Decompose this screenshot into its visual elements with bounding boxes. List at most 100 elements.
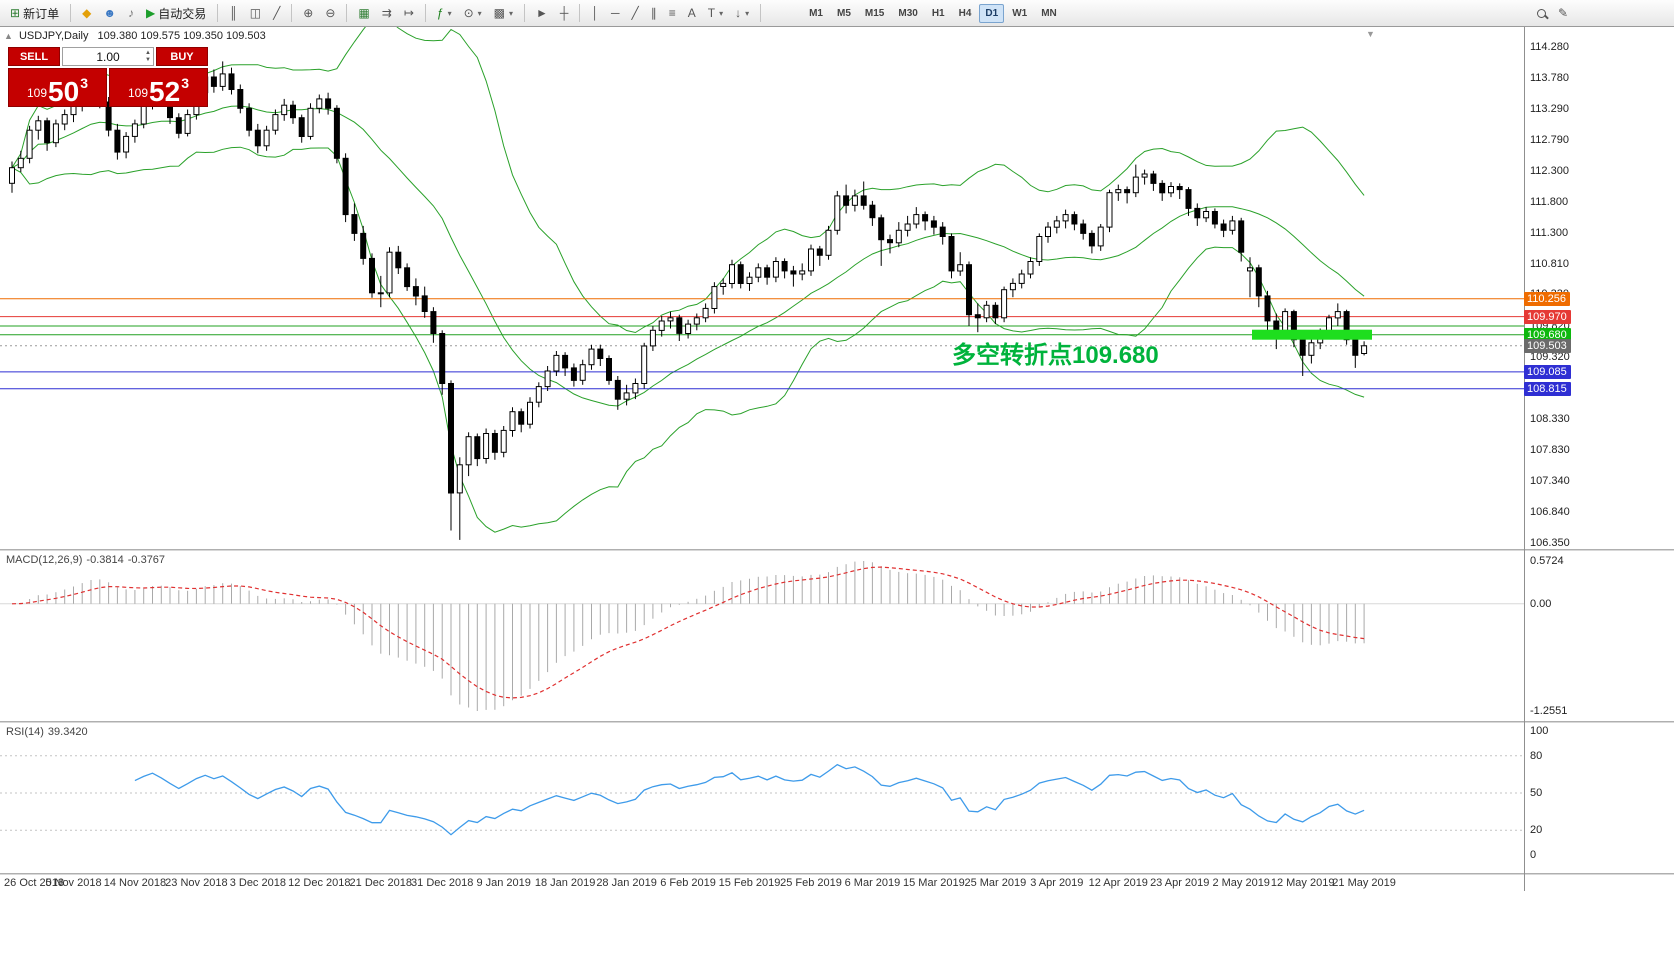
new-order-button[interactable]: ⊞ 新订单 [5, 3, 64, 24]
auto-scroll-icon[interactable]: ⇉ [377, 3, 397, 24]
toolbar: ⊞ 新订单 ◆ ☻ ♪ ▶ 自动交易 ║ ◫ ╱ ⊕ ⊖ ▦ ⇉ ↦ ƒ ▾ ⊙ ▾ ▩ ▾ ► ┼ │ ─ ╱ ∥ ≡ A T ▾ ↓ ▾ M1… [0, 0, 1674, 27]
volume-spinner[interactable]: ▲ ▼ [145, 50, 151, 64]
rsi-levels [0, 755, 1524, 831]
macd-axis-min: -1.2551 [1530, 705, 1568, 717]
buy-price-button[interactable]: 109 52 3 [109, 68, 208, 107]
timeframe-button-W1[interactable]: W1 [1012, 7, 1028, 19]
toolbar-separator [579, 4, 581, 22]
panel-splitter[interactable] [0, 873, 1674, 875]
vertical-line-icon[interactable]: │ [586, 3, 604, 24]
dropdown-arrow-icon: ▾ [477, 8, 482, 18]
search-icon-glyph [1536, 8, 1546, 18]
time-axis-label: 25 Mar 2019 [964, 877, 1027, 889]
horizontal-line-icon-glyph: ─ [610, 6, 620, 20]
volume-value: 1.00 [96, 49, 120, 64]
toolbar-separator [524, 4, 526, 22]
timeframe-button-M1[interactable]: M1 [809, 7, 823, 19]
time-axis-label: 6 Mar 2019 [844, 877, 901, 889]
rsi-indicator-chart[interactable] [0, 723, 1524, 873]
autotrading-button[interactable]: ▶ 自动交易 [141, 3, 211, 24]
line-chart-icon-glyph: ╱ [273, 6, 281, 20]
auto-scroll-icon-glyph: ⇉ [381, 6, 392, 20]
channel-icon[interactable]: ∥ [646, 3, 662, 24]
price-axis-label: 110.810 [1530, 258, 1569, 271]
sound-icon[interactable]: ♪ [123, 3, 139, 24]
time-axis-label: 25 Feb 2019 [780, 877, 842, 889]
zoom-out-icon[interactable]: ⊖ [320, 3, 340, 24]
crosshair-icon[interactable]: ┼ [555, 3, 574, 24]
panel-splitter[interactable] [0, 549, 1674, 551]
toolbar-separator [291, 4, 293, 22]
price-axis-border [1524, 27, 1525, 891]
timeframe-button-D1[interactable]: D1 [979, 3, 1005, 23]
trendline-icon-glyph: ╱ [631, 6, 639, 20]
spinner-up-icon[interactable]: ▲ [145, 50, 151, 56]
timeframe-toolbar: M1 M5 M15 M30 H1 H4 D1 W1 MN [802, 3, 1064, 23]
price-axis-label: 106.840 [1530, 506, 1570, 519]
key-level-highlight[interactable] [1252, 329, 1372, 340]
channel-icon-glyph: ∥ [650, 6, 657, 20]
timeframe-button-M5[interactable]: M5 [837, 7, 851, 19]
panel-splitter[interactable] [0, 721, 1674, 723]
time-axis-label: 21 Dec 2018 [349, 877, 412, 889]
arrows-icon[interactable]: ↓ ▾ [730, 3, 754, 24]
bid-big-digits: 50 [48, 75, 80, 107]
timeframe-button-M15[interactable]: M15 [864, 7, 885, 19]
price-axis-label: 107.340 [1530, 475, 1570, 488]
templates-icon[interactable]: ▩ ▾ [489, 3, 518, 24]
text-icon[interactable]: A [683, 3, 701, 24]
time-axis-label: 14 Nov 2018 [103, 877, 167, 889]
macd-signal-line [11, 566, 1365, 699]
timeframe-button-M30[interactable]: M30 [898, 7, 918, 19]
text-label-icon[interactable]: T ▾ [703, 3, 728, 24]
rsi-panel: RSI(14) 39.3420 [0, 723, 1524, 873]
periods-icon[interactable]: ⊙ ▾ [459, 3, 487, 24]
zoom-in-icon[interactable]: ⊕ [298, 3, 318, 24]
level-lines[interactable] [0, 298, 1524, 390]
compose-icon-glyph: ✎ [1557, 6, 1568, 20]
rsi-value: 39.3420 [47, 726, 88, 738]
crosshair-icon-glyph: ┼ [559, 6, 569, 20]
search-icon[interactable] [1532, 3, 1551, 24]
buy-button[interactable]: BUY [156, 47, 208, 66]
volume-input[interactable]: 1.00 ▲ ▼ [62, 47, 154, 66]
metaeditor-icon[interactable]: ◆ [77, 3, 96, 24]
community-icon[interactable]: ☻ [98, 3, 121, 24]
rsi-axis-label: 100 [1530, 725, 1549, 737]
collapse-panel-icon[interactable]: ▲ [4, 31, 13, 41]
indicators-icon[interactable]: ƒ ▾ [432, 3, 457, 24]
price-axis-label: 112.300 [1530, 164, 1569, 177]
sell-price-button[interactable]: 109 50 3 [8, 68, 107, 107]
tile-windows-icon[interactable]: ▦ [353, 3, 374, 24]
macd-histogram [20, 561, 1365, 711]
cursor-icon[interactable]: ► [531, 3, 553, 24]
line-chart-icon[interactable]: ╱ [268, 3, 285, 24]
dropdown-arrow-icon: ▾ [509, 8, 514, 18]
candlestick-chart-icon[interactable]: ◫ [245, 3, 266, 24]
chart-shift-marker-icon[interactable]: ▼ [1366, 29, 1375, 39]
price-tag: 110.256 [1524, 291, 1570, 306]
timeframe-button-MN[interactable]: MN [1041, 7, 1057, 19]
bars-chart-icon-glyph: ║ [229, 6, 238, 20]
zoom-in-icon-glyph: ⊕ [303, 6, 314, 20]
time-axis-label: 9 Jan 2019 [476, 877, 531, 889]
timeframe-button-H1[interactable]: H1 [931, 7, 945, 19]
bars-chart-icon[interactable]: ║ [224, 3, 243, 24]
trendline-icon[interactable]: ╱ [626, 3, 643, 24]
candlestick-chart[interactable] [0, 27, 1524, 549]
fibonacci-icon[interactable]: ≡ [664, 3, 681, 24]
text-icon-glyph: A [687, 6, 696, 20]
chart-annotation-text[interactable]: 多空转折点109.680 [952, 342, 1159, 369]
timeframe-button-H4[interactable]: H4 [958, 7, 972, 19]
compose-icon[interactable]: ✎ [1553, 3, 1573, 24]
symbol-ohlc: 109.380 109.575 109.350 109.503 [97, 30, 266, 42]
dropdown-arrow-icon: ▾ [447, 8, 452, 18]
sell-button[interactable]: SELL [8, 47, 60, 66]
bid-prefix: 109 [27, 86, 48, 100]
zoom-out-icon-glyph: ⊖ [325, 6, 336, 20]
horizontal-line-icon[interactable]: ─ [606, 3, 625, 24]
autotrading-button-label: 自动交易 [158, 6, 207, 21]
chart-shift-icon[interactable]: ↦ [399, 3, 419, 24]
spinner-down-icon[interactable]: ▼ [145, 56, 151, 63]
macd-indicator-chart[interactable] [0, 551, 1524, 721]
